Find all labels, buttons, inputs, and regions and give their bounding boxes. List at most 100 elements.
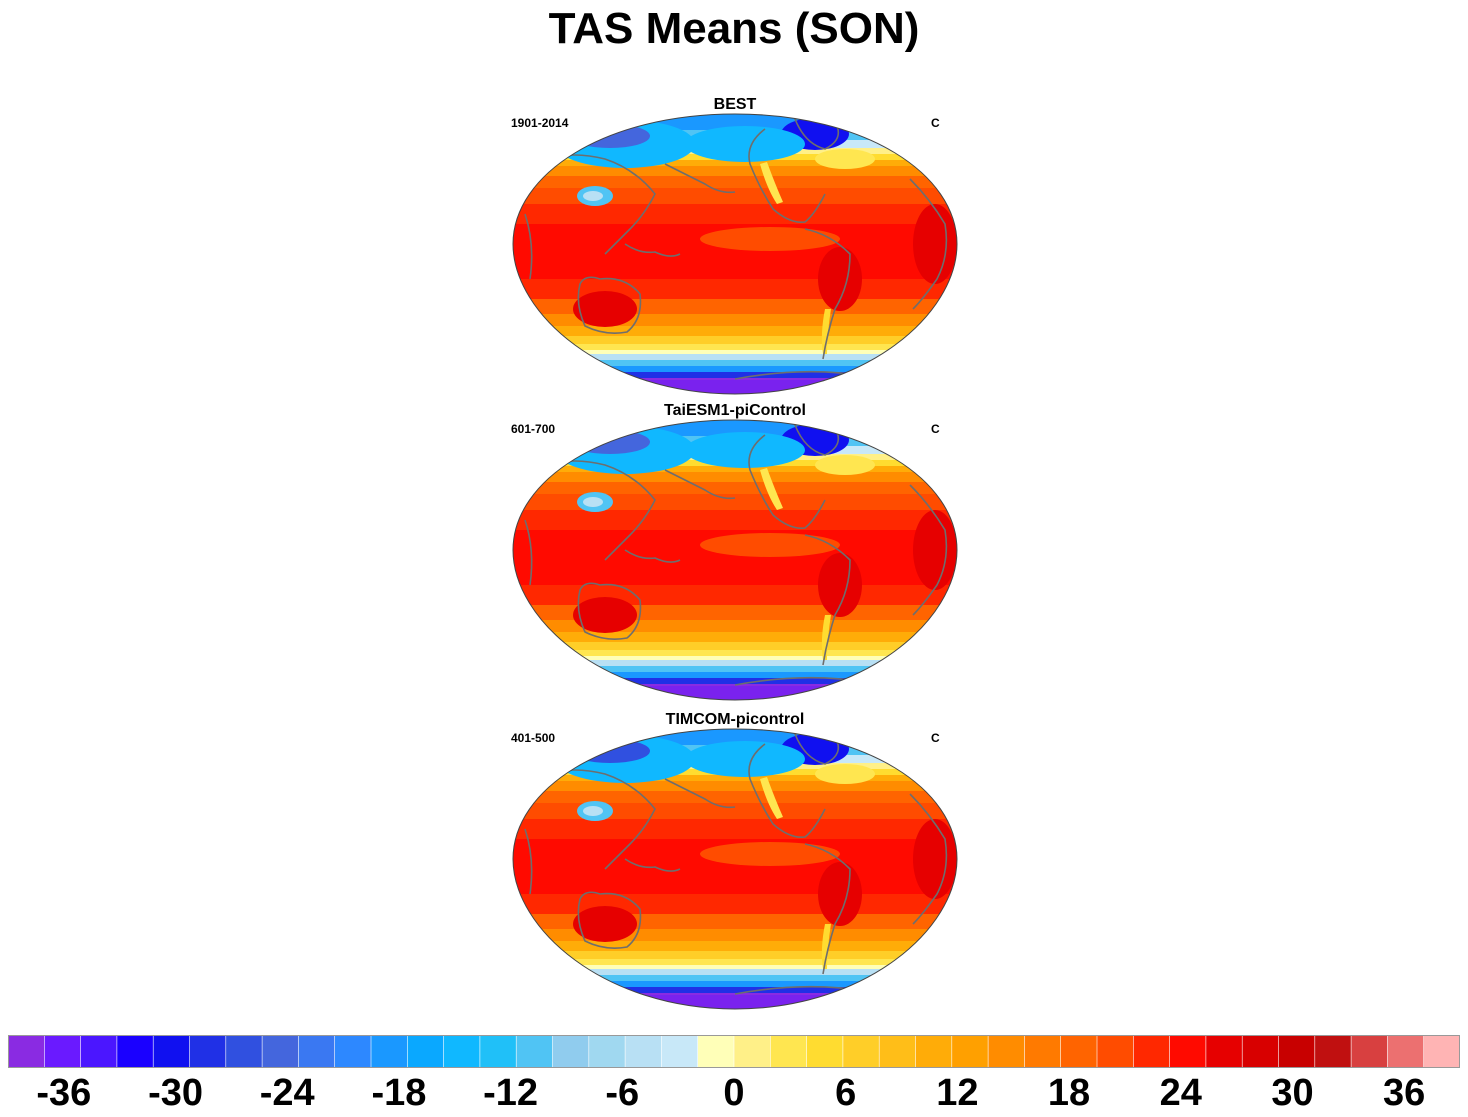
temperature-band	[513, 642, 957, 650]
temperature-band	[513, 176, 957, 188]
colorbar-swatch	[624, 1035, 662, 1068]
andes-cool-strip	[821, 924, 831, 969]
coastline	[909, 793, 948, 925]
colorbar-tick-label: 18	[1047, 1072, 1091, 1114]
australia-warm	[573, 906, 637, 942]
coastline	[577, 891, 642, 949]
map-panel-best: BEST 1901-2014 C	[505, 96, 965, 404]
map-panel-taiesm1: TaiESM1-piControl 601-700 C	[505, 402, 965, 710]
colorbar-swatch	[1205, 1035, 1243, 1068]
coastline	[524, 213, 533, 280]
coastline	[664, 163, 736, 194]
map-outline	[512, 419, 958, 701]
colorbar-swatch	[1387, 1035, 1425, 1068]
temperature-band	[513, 959, 957, 965]
colorbar-swatch	[1423, 1035, 1460, 1068]
colorbar-swatch	[261, 1035, 300, 1068]
antarctica-ice	[513, 686, 957, 700]
africa-warm	[913, 204, 957, 284]
rockies-cool-strip	[760, 468, 783, 510]
temperature-band	[513, 969, 957, 975]
north-america-arctic	[685, 432, 805, 468]
panel-title: BEST	[713, 96, 757, 113]
coastline	[577, 276, 642, 334]
temperature-band	[513, 803, 957, 819]
temperature-band	[513, 678, 957, 684]
coastline	[664, 778, 736, 809]
coastline	[748, 128, 826, 224]
andes-cool-strip	[821, 309, 831, 354]
temperature-band	[513, 204, 957, 224]
colorbar-swatch	[116, 1035, 154, 1068]
australia-warm	[573, 291, 637, 327]
north-atlantic	[815, 764, 875, 784]
colorbar-swatch	[697, 1035, 735, 1068]
colorbar-swatch	[951, 1035, 989, 1068]
temperature-band	[513, 326, 957, 336]
temperature-map	[512, 113, 958, 395]
temperature-band	[513, 366, 957, 372]
antarctica-ice	[513, 995, 957, 1009]
temperature-band	[513, 632, 957, 642]
colorbar-tick-label: 30	[1271, 1072, 1314, 1114]
colorbar-swatch	[43, 1035, 82, 1068]
tibet-core	[583, 806, 603, 816]
coastline	[909, 484, 948, 616]
temperature-band	[513, 350, 957, 354]
colorbar-tick-label: 24	[1159, 1072, 1202, 1114]
coastline	[804, 228, 851, 360]
temperature-band	[513, 279, 957, 299]
panel-units: C	[931, 422, 940, 436]
colorbar-tick-label: -24	[259, 1072, 315, 1114]
colorbar-swatch	[1096, 1035, 1134, 1068]
north-america-arctic	[685, 741, 805, 777]
colorbar-swatch	[370, 1035, 408, 1068]
south-america-warm	[818, 862, 862, 926]
colorbar-swatch	[80, 1035, 118, 1068]
east-pacific-cool-tongue	[700, 842, 840, 866]
colorbar-swatch	[1060, 1035, 1098, 1068]
panel-period: 401-500	[511, 731, 556, 745]
coastline	[524, 519, 533, 586]
colorbar-swatch	[515, 1035, 554, 1068]
rockies-cool-strip	[760, 777, 783, 819]
temperature-map	[512, 728, 958, 1010]
colorbar-swatch	[8, 1035, 45, 1068]
temperature-band	[513, 775, 957, 781]
temperature-band	[513, 650, 957, 656]
temperature-band	[513, 987, 957, 993]
temperature-band	[513, 472, 957, 482]
africa-warm	[913, 510, 957, 590]
temperature-band	[513, 894, 957, 914]
australia-warm	[573, 597, 637, 633]
colorbar-tick-label: -30	[148, 1072, 203, 1114]
colorbar-swatch	[806, 1035, 844, 1068]
temperature-band	[513, 585, 957, 605]
andes-cool-strip	[821, 615, 831, 660]
temperature-map	[512, 419, 958, 701]
temperature-band	[513, 344, 957, 350]
coastline	[804, 534, 851, 666]
colorbar-tick-label: 12	[936, 1072, 979, 1114]
panel-title: TIMCOM-picontrol	[665, 711, 805, 728]
colorbar-tick-label: -12	[483, 1072, 539, 1114]
colorbar-swatch	[878, 1035, 917, 1068]
temperature-band	[513, 941, 957, 951]
north-atlantic	[815, 455, 875, 475]
colorbar-swatch	[987, 1035, 1025, 1068]
temperature-band	[513, 314, 957, 326]
map-panel-timcom: TIMCOM-picontrol 401-500 C	[505, 711, 965, 1019]
temperature-band	[513, 466, 957, 472]
temperature-band	[513, 510, 957, 530]
colorbar	[8, 1035, 1460, 1068]
coastline	[534, 154, 656, 255]
colorbar-tick-label: 36	[1383, 1072, 1426, 1114]
temperature-band	[513, 666, 957, 672]
temperature-band	[513, 660, 957, 666]
colorbar-swatch	[1169, 1035, 1207, 1068]
temperature-band	[513, 372, 957, 378]
coastline	[664, 469, 736, 500]
temperature-band	[513, 620, 957, 632]
colorbar-frame	[8, 1035, 1460, 1068]
temperature-band	[513, 781, 957, 791]
